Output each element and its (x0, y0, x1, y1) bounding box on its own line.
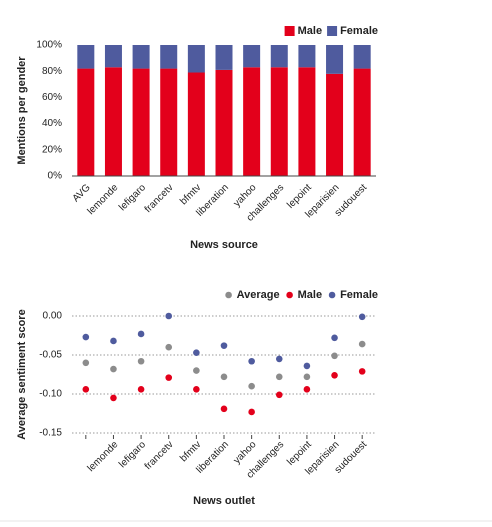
dot (220, 373, 228, 381)
dot (275, 355, 283, 363)
dot (137, 386, 145, 393)
dot (358, 340, 366, 348)
y-tick-label: 100% (36, 40, 62, 51)
legend-label: Male (298, 25, 322, 37)
dot (82, 386, 90, 393)
dot (303, 386, 311, 393)
bar-segment (270, 67, 288, 176)
dot (303, 373, 311, 381)
bar-segment (326, 73, 344, 176)
legend-swatch (328, 291, 336, 299)
dot (248, 408, 255, 416)
x-tick-label: lemonde (86, 182, 121, 217)
x-tick-label: francetv (143, 182, 176, 215)
bar-segment (243, 67, 261, 176)
y-tick-label: 20% (42, 144, 62, 155)
x-tick-label: AVG (71, 182, 93, 204)
dot (193, 349, 200, 356)
dot (331, 352, 338, 360)
dot (110, 337, 117, 345)
bar-segment (298, 45, 316, 68)
dot (193, 386, 200, 393)
legend-label: Female (340, 25, 378, 37)
bar-segment (215, 45, 233, 70)
legend-swatch (225, 291, 232, 299)
y-tick-label: -0.05 (39, 350, 62, 361)
legend-swatch (284, 26, 295, 36)
y-tick-label: -0.10 (39, 389, 62, 400)
legend-label: Male (298, 289, 322, 301)
bar-segment (243, 45, 261, 68)
bar-segment (160, 68, 178, 176)
bar-segment (104, 67, 122, 176)
bar-segment (353, 68, 371, 176)
x-tick-label: francetv (143, 439, 176, 472)
y-tick-label: 60% (42, 92, 62, 103)
dot (165, 343, 173, 351)
dot (358, 368, 366, 375)
bar-segment (132, 68, 150, 176)
legend-label: Female (340, 289, 378, 301)
dot (137, 357, 145, 365)
dot (275, 391, 283, 399)
bar-segment (215, 69, 233, 176)
x-tick-label: lemonde (86, 439, 121, 474)
dot (358, 313, 366, 321)
dot (220, 405, 228, 413)
bar-segment (77, 68, 95, 176)
bar-segment (104, 45, 122, 68)
x-axis-title: News outlet (193, 495, 255, 507)
bar-segment (353, 45, 371, 69)
y-tick-label: 40% (42, 118, 62, 129)
y-tick-label: 0.00 (43, 311, 63, 322)
bar-segment (298, 67, 316, 176)
dot (331, 371, 338, 379)
legend-swatch (286, 291, 293, 299)
dot (110, 394, 117, 402)
y-axis-title: Mentions per gender (16, 56, 28, 165)
bar-segment (77, 45, 95, 69)
dot (165, 374, 173, 381)
legend-label: Average (237, 289, 280, 301)
dot (220, 342, 228, 349)
dot (303, 362, 311, 370)
bar-segment (187, 45, 205, 73)
bar-segment (132, 45, 150, 69)
bar-segment (187, 72, 205, 176)
dot (165, 312, 173, 320)
dot (82, 359, 90, 367)
x-tick-label: bfmtv (178, 439, 203, 464)
y-tick-label: 80% (42, 66, 62, 77)
y-axis-title: Average sentiment score (16, 309, 28, 439)
dot (137, 330, 145, 338)
y-tick-label: -0.15 (39, 428, 62, 439)
dot (82, 333, 90, 341)
x-axis-title: News source (190, 239, 258, 251)
dot (248, 382, 255, 390)
y-tick-label: 0% (48, 171, 63, 182)
bar-segment (326, 45, 344, 74)
dot (110, 365, 117, 373)
x-tick-label: bfmtv (178, 182, 203, 207)
legend-swatch (327, 26, 338, 36)
bar-segment (270, 45, 288, 68)
dot (331, 334, 338, 342)
dot (193, 367, 200, 374)
bar-segment (160, 45, 178, 69)
dot (248, 357, 255, 365)
dot (275, 373, 283, 381)
